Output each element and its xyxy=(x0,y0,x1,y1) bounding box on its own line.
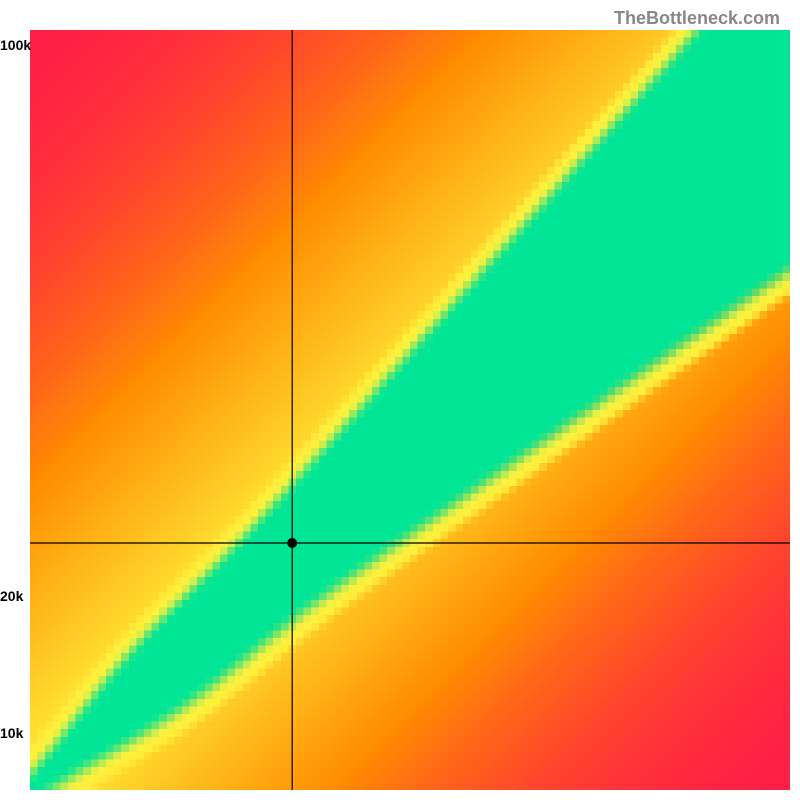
y-tick-label: 100k xyxy=(0,37,28,53)
y-tick-label: 20k xyxy=(0,588,28,604)
heatmap-plot xyxy=(30,30,790,790)
watermark-text: TheBottleneck.com xyxy=(614,8,780,29)
y-tick-label: 10k xyxy=(0,725,28,741)
heatmap-canvas xyxy=(30,30,790,790)
